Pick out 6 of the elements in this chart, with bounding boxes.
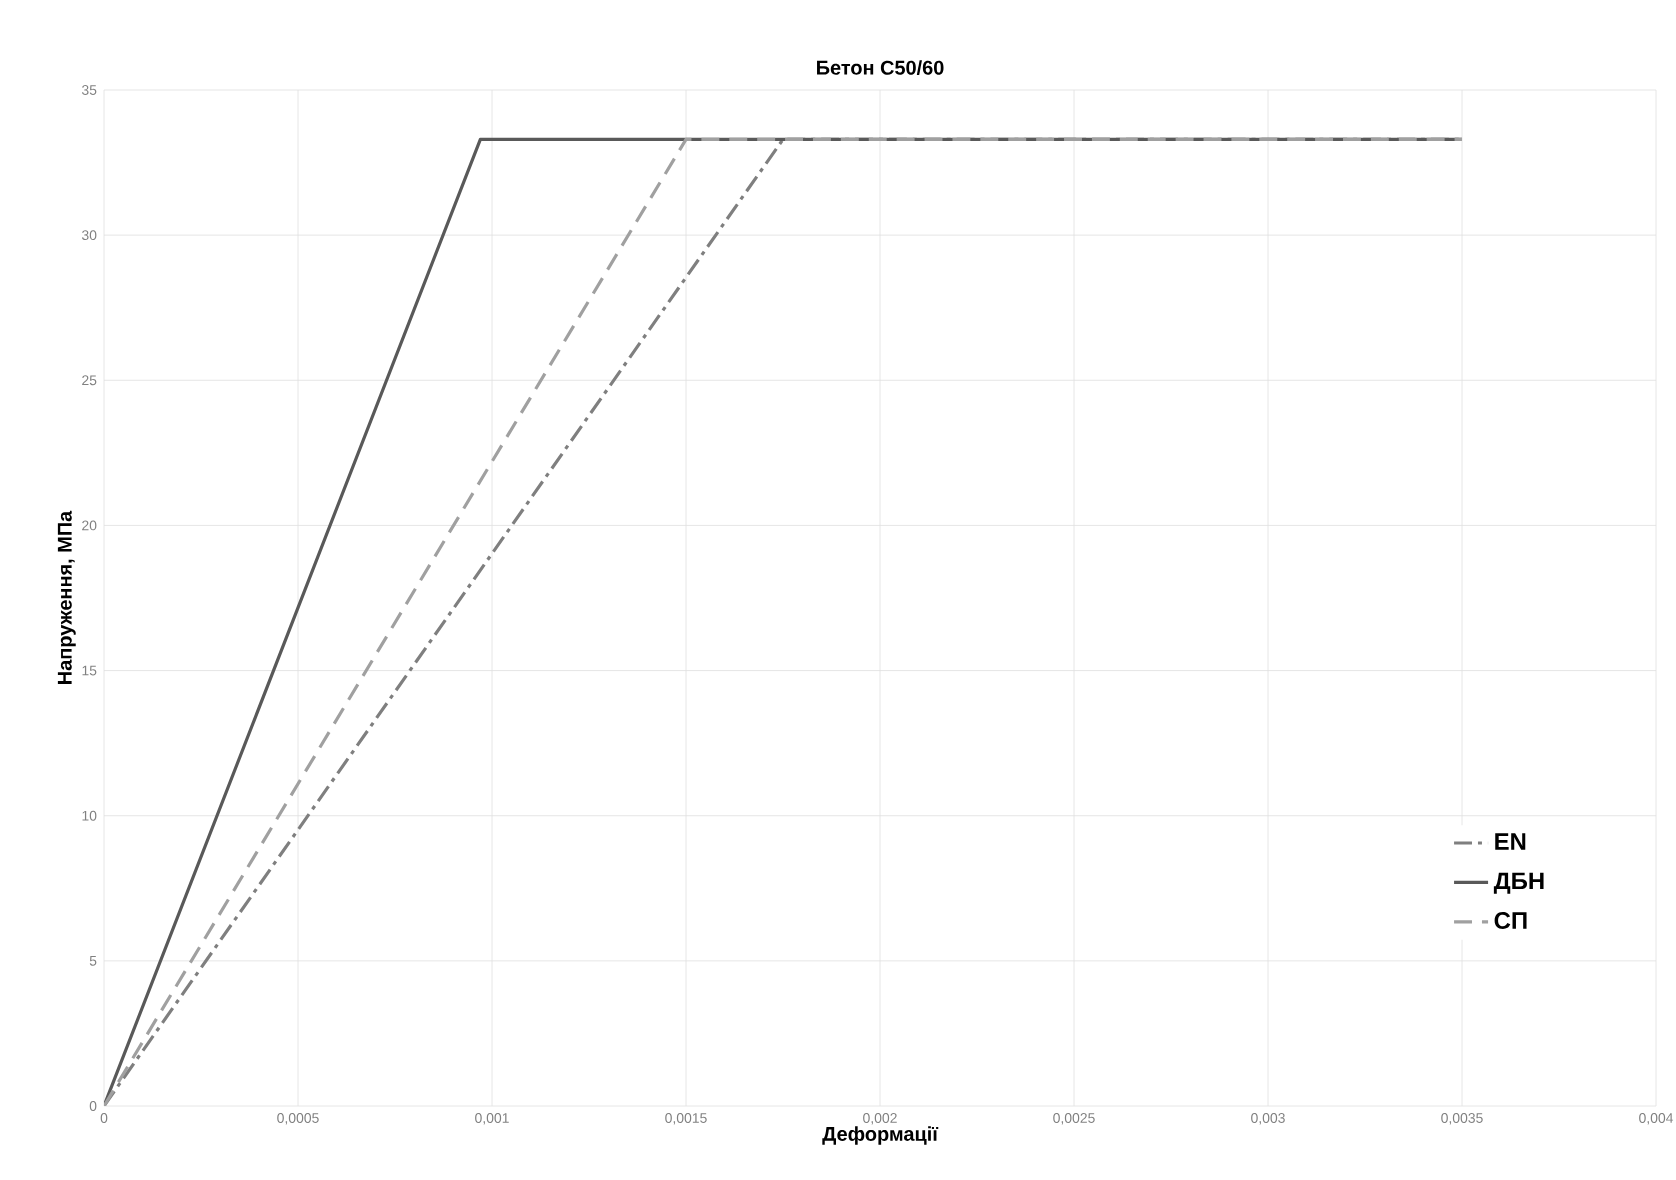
legend-label: СП: [1494, 912, 1527, 929]
x-axis-title: Деформації: [822, 1126, 939, 1145]
legend-label: ДБН: [1493, 872, 1544, 894]
chart-title: Бетон C50/60: [817, 60, 944, 75]
y-axis-title: Напруження, МПа: [57, 510, 76, 684]
legend-label: EN: [1495, 833, 1526, 850]
